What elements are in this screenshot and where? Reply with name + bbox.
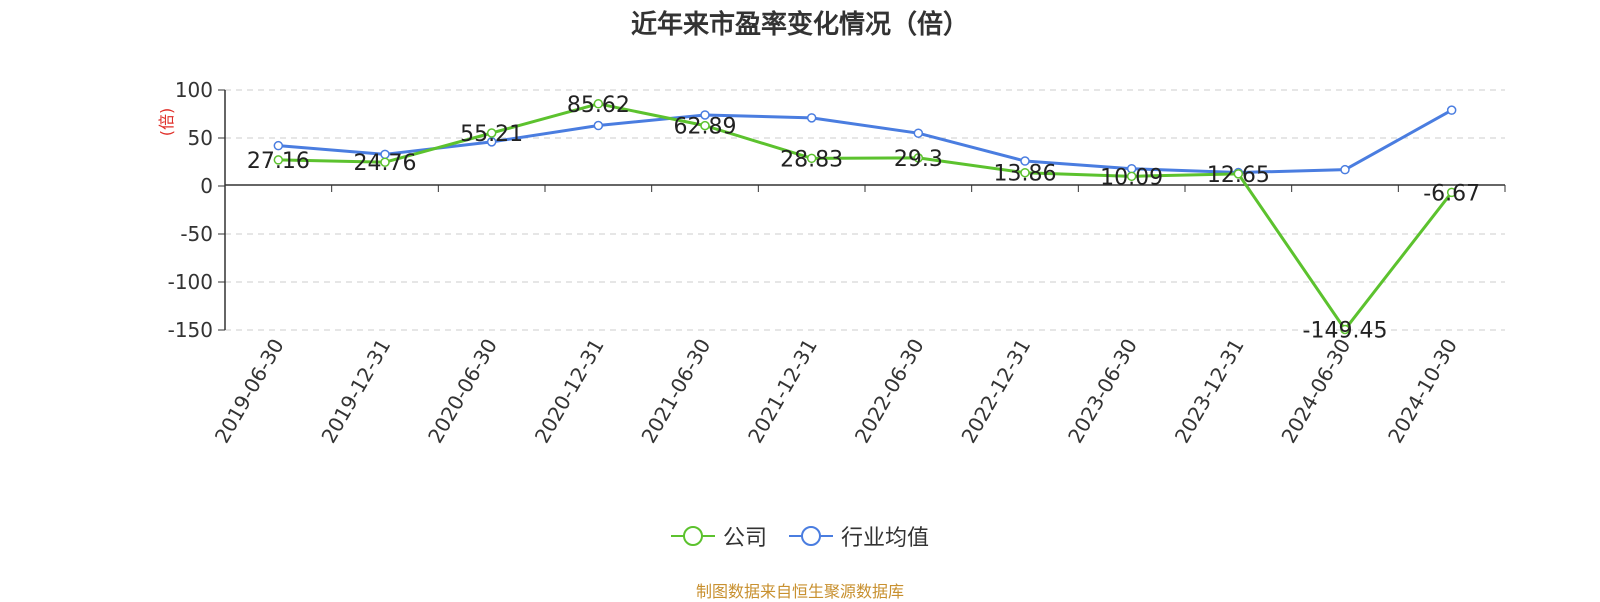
x-tick-label: 2020-06-30 [423,334,502,447]
y-tick-label: 50 [188,126,213,150]
data-point [1020,167,1030,178]
data-point [1340,324,1350,335]
legend-line-marker-icon [670,524,715,548]
data-label: 85.62 [567,93,630,118]
data-point [486,137,497,147]
x-tick-label: 2022-06-30 [850,334,929,447]
x-tick-label: 2021-06-30 [636,335,715,448]
x-tick-label: 2019-06-30 [210,335,289,448]
x-tick-label: 2024-10-30 [1383,335,1462,448]
data-point [593,99,604,109]
x-tick-label: 2021-12-31 [743,335,822,448]
data-point [913,128,924,138]
data-point [273,140,284,151]
x-tick-label: 2023-12-31 [1170,335,1249,448]
y-axis-label: (倍) [157,108,176,137]
y-tick-label: 0 [200,174,213,198]
data-point [700,110,710,120]
data-label: 13.86 [994,162,1057,187]
data-point [1233,169,1244,179]
data-label: 28.83 [780,147,843,172]
y-tick-label: 100 [175,78,213,102]
chart-title: 近年来市盈率变化情况（倍） [630,10,969,40]
data-point [486,128,497,138]
data-point [593,120,604,131]
data-label: 10.09 [1100,165,1163,190]
data-label: 29.3 [894,147,943,172]
data-label: 24.76 [354,151,417,176]
x-tick-label: 2022-12-31 [956,335,1035,448]
grid-lines [225,89,1505,331]
data-source-note: 制图数据来自恒生聚源数据库 [695,582,904,601]
series-group [273,99,1457,335]
x-tick-label: 2019-12-31 [316,335,395,448]
x-tick-label: 2024-06-30 [1276,335,1355,448]
data-point [806,113,817,123]
series-line [278,102,1453,331]
legend-label: 行业均值 [841,526,930,551]
legend-item-company[interactable]: 公司 [670,520,767,552]
x-tick-label: 2020-12-31 [530,335,609,448]
data-label: -149.45 [1303,318,1388,343]
series-line [278,108,1453,175]
data-label: 62.89 [674,115,737,140]
data-point [380,157,390,167]
data-labels: 27.16 24.76 55.21 85.62 62.89 28.83 29.3 13.86 1… [247,93,1480,344]
x-tick-label: 2023-06-30 [1063,335,1142,448]
data-label: -6.67 [1423,181,1480,206]
data-label: 55.21 [460,122,523,147]
data-point [273,155,284,165]
data-point [1446,105,1457,115]
y-tick-label: -50 [180,222,213,246]
data-point [1126,171,1137,182]
data-point [1020,156,1030,166]
legend-item-industry-avg[interactable]: 行业均值 [789,520,929,552]
legend: 公司 行业均值 [0,520,1600,552]
data-point [1446,187,1457,198]
data-label: 12.65 [1207,163,1270,188]
data-point [700,120,710,131]
data-point [913,153,924,163]
y-tick-label: -100 [168,270,213,294]
data-point [806,153,817,164]
legend-label: 公司 [722,526,767,551]
legend-line-marker-icon [789,524,833,548]
y-tick-label: -150 [168,318,213,342]
data-point [1340,164,1350,175]
data-label: 27.16 [247,149,310,174]
